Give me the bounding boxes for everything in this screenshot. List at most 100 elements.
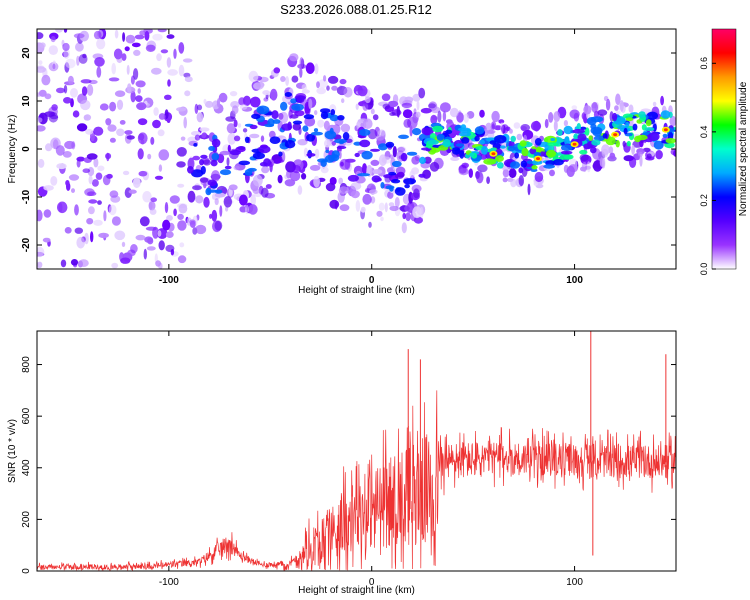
heatmap-cell — [259, 162, 268, 167]
heatmap-cell — [50, 176, 58, 186]
heatmap-cell — [65, 58, 76, 69]
heatmap-cell — [64, 227, 72, 234]
heatmap-cell — [227, 144, 231, 153]
heatmap-cell — [261, 166, 270, 174]
heatmap-cell — [563, 120, 569, 127]
heatmap-cell — [491, 110, 500, 123]
heatmap-cell — [179, 242, 185, 248]
heatmap-cell — [150, 197, 157, 202]
heatmap-cell — [252, 174, 263, 187]
heatmap-cell — [126, 135, 135, 140]
heatmap-cell — [394, 197, 400, 208]
heatmap-cell — [518, 167, 524, 174]
heatmap-cell — [615, 140, 620, 148]
heatmap-cell — [615, 93, 621, 106]
heatmap-cell — [200, 154, 208, 159]
heatmap-cell — [239, 194, 248, 206]
heatmap-cell — [301, 84, 307, 91]
heatmap-cell — [228, 184, 238, 191]
heatmap-cell — [211, 153, 220, 161]
x-tick-label: -100 — [159, 275, 179, 286]
heatmap-cell — [251, 113, 261, 120]
heatmap-cell — [395, 166, 406, 176]
heatmap-cell — [178, 64, 185, 77]
heatmap-cell — [253, 82, 264, 90]
heatmap-cell — [135, 95, 143, 102]
heatmap-cell — [158, 240, 165, 251]
heatmap-cell — [580, 166, 587, 172]
heatmap-cell — [409, 125, 413, 137]
heatmap-cell — [445, 129, 453, 134]
heatmap-cell — [156, 53, 162, 62]
heatmap-cell — [342, 132, 350, 141]
heatmap-cell — [226, 123, 236, 134]
heatmap-cell — [62, 42, 70, 52]
snr-x-label: Height of straight line (km) — [298, 585, 415, 596]
heatmap-cell — [137, 118, 148, 126]
heatmap-cell — [362, 118, 373, 129]
heatmap-cell — [456, 112, 464, 123]
heatmap-cell — [590, 146, 597, 154]
heatmap-cell — [150, 136, 155, 145]
heatmap-cell — [249, 133, 260, 139]
heatmap-cell — [152, 33, 163, 41]
heatmap-cell — [252, 152, 265, 160]
heatmap-cell — [244, 136, 250, 143]
heatmap-cell — [37, 261, 43, 268]
heatmap-cell — [400, 152, 408, 162]
heatmap-cell — [165, 244, 175, 252]
y-tick-label: -20 — [21, 237, 32, 252]
heatmap-cell — [601, 148, 609, 158]
heatmap-cell — [165, 231, 174, 239]
heatmap-cell — [211, 170, 220, 182]
heatmap-cell — [113, 48, 123, 60]
heatmap-cell — [330, 109, 336, 116]
heatmap-cell — [479, 109, 485, 118]
heatmap-cell — [550, 137, 555, 142]
heatmap-cell — [204, 100, 214, 108]
heatmap-cell — [415, 111, 421, 118]
heatmap-cell — [187, 190, 196, 203]
heatmap-cell — [343, 87, 353, 98]
heatmap-cell — [56, 87, 65, 94]
heatmap-cell — [468, 168, 473, 178]
heatmap-cell — [508, 168, 517, 179]
heatmap-cell — [339, 78, 347, 85]
heatmap-cell — [476, 171, 484, 184]
heatmap-cell — [199, 127, 210, 132]
heatmap-cell — [55, 29, 63, 33]
heatmap-cell — [176, 161, 186, 168]
heatmap-cell — [91, 179, 99, 187]
heatmap-cell — [324, 139, 331, 148]
heatmap-cell — [409, 170, 415, 179]
x-tick-label: 0 — [369, 275, 375, 286]
heatmap-cell — [237, 123, 242, 128]
heatmap-cell — [423, 127, 431, 136]
heatmap-cell — [114, 29, 119, 39]
heatmap-peak — [572, 142, 577, 146]
heatmap-cell — [572, 129, 585, 134]
heatmap-cell — [248, 204, 258, 215]
heatmap-cell — [292, 165, 301, 174]
heatmap-cell — [301, 89, 310, 94]
heatmap-cell — [320, 159, 327, 167]
heatmap-cell — [638, 111, 646, 118]
heatmap-cell — [187, 166, 194, 174]
heatmap-cell — [176, 107, 187, 112]
heatmap-cell — [277, 174, 283, 184]
heatmap-cell — [292, 120, 303, 125]
heatmap-cell — [278, 112, 284, 120]
heatmap-cell — [219, 150, 231, 156]
colorbar-label: Normalized spectral amplitude — [738, 81, 749, 216]
heatmap-cell — [413, 216, 423, 224]
heatmap-cell — [242, 95, 251, 107]
heatmap-cell — [378, 143, 388, 151]
heatmap-cell — [450, 156, 460, 161]
heatmap-cell — [639, 155, 643, 167]
heatmap-cell — [116, 99, 124, 111]
heatmap-cell — [138, 170, 148, 177]
heatmap-cell — [114, 230, 126, 241]
heatmap-cell — [536, 146, 542, 154]
heatmap-cell — [403, 118, 412, 128]
heatmap-cell — [76, 159, 81, 168]
